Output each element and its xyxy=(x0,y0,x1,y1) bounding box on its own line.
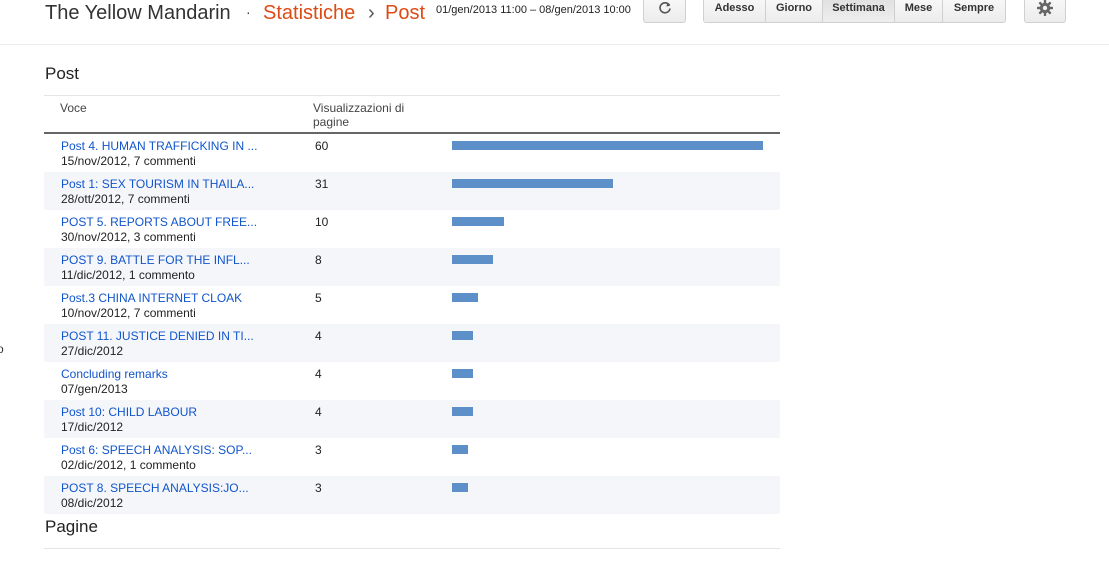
table-header: Voce Visualizzazioni di pagine xyxy=(44,96,780,134)
post-title-link[interactable]: Post 10: CHILD LABOUR xyxy=(61,405,198,419)
pageview-count: 4 xyxy=(315,329,322,343)
settings-button[interactable] xyxy=(1024,0,1066,23)
post-title-link[interactable]: POST 11. JUSTICE DENIED IN TI... xyxy=(61,329,254,343)
refresh-button[interactable] xyxy=(643,0,686,23)
post-stats-table: Voce Visualizzazioni di pagine Post 4. H… xyxy=(44,95,780,514)
post-meta: 15/nov/2012, 7 commenti xyxy=(61,154,196,168)
pageview-count: 5 xyxy=(315,291,322,305)
post-title-link[interactable]: POST 8. SPEECH ANALYSIS:JO... xyxy=(61,481,249,495)
pageview-bar xyxy=(452,369,473,378)
post-meta: 08/dic/2012 xyxy=(61,496,124,510)
table-row: POST 9. BATTLE FOR THE INFL... 11/dic/201… xyxy=(44,248,780,286)
post-meta: 17/dic/2012 xyxy=(61,420,124,434)
pageview-count: 3 xyxy=(315,481,322,495)
period-selector: Adesso Giorno Settimana Mese Sempre xyxy=(703,0,1006,23)
pageview-bar xyxy=(452,141,763,150)
pageview-count: 4 xyxy=(315,367,322,381)
post-title-link[interactable]: Post 1: SEX TOURISM IN THAILA... xyxy=(61,177,255,191)
post-meta: 11/dic/2012, 1 commento xyxy=(61,268,195,282)
pageview-bar xyxy=(452,407,473,416)
pageview-count: 8 xyxy=(315,253,322,267)
pageview-bar xyxy=(452,217,504,226)
period-adesso[interactable]: Adesso xyxy=(704,0,765,22)
table-row: Concluding remarks 07/gen/2013 4 xyxy=(44,362,780,400)
post-meta: 10/nov/2012, 7 commenti xyxy=(61,306,196,320)
refresh-icon xyxy=(658,1,672,20)
pageview-bar xyxy=(452,255,493,264)
table-row: POST 8. SPEECH ANALYSIS:JO... 08/dic/2012… xyxy=(44,476,780,514)
table-row: Post.3 CHINA INTERNET CLOAK 10/nov/2012, … xyxy=(44,286,780,324)
post-meta: 07/gen/2013 xyxy=(61,382,128,396)
pageview-count: 4 xyxy=(315,405,322,419)
post-title-link[interactable]: POST 5. REPORTS ABOUT FREE... xyxy=(61,215,258,229)
post-meta: 27/dic/2012 xyxy=(61,344,124,358)
post-meta: 30/nov/2012, 3 commenti xyxy=(61,230,196,244)
pageview-bar xyxy=(452,331,473,340)
table-row: Post 6: SPEECH ANALYSIS: SOP... 02/dic/20… xyxy=(44,438,780,476)
period-settimana[interactable]: Settimana xyxy=(822,0,894,22)
breadcrumb-chevron: › xyxy=(368,2,375,24)
column-header-voce[interactable]: Voce xyxy=(60,101,87,115)
blog-title[interactable]: The Yellow Mandarin xyxy=(45,2,231,24)
period-giorno[interactable]: Giorno xyxy=(765,0,822,22)
table-body: Post 4. HUMAN TRAFFICKING IN ... 15/nov/2… xyxy=(44,134,780,514)
gear-icon xyxy=(1036,0,1054,22)
post-title-link[interactable]: Concluding remarks xyxy=(61,367,168,381)
post-section-title: Post xyxy=(45,64,80,83)
table-row: Post 4. HUMAN TRAFFICKING IN ... 15/nov/2… xyxy=(44,134,780,172)
title-separator: · xyxy=(246,4,251,20)
post-meta: 02/dic/2012, 1 commento xyxy=(61,458,196,472)
date-range: 01/gen/2013 11:00 – 08/gen/2013 10:00 xyxy=(436,4,631,16)
sidebar-fragment: o xyxy=(0,342,4,356)
post-title-link[interactable]: Post 6: SPEECH ANALYSIS: SOP... xyxy=(61,443,252,457)
pageview-count: 60 xyxy=(315,139,329,153)
period-mese[interactable]: Mese xyxy=(894,0,942,22)
table-row: POST 5. REPORTS ABOUT FREE... 30/nov/2012… xyxy=(44,210,780,248)
table-row: Post 10: CHILD LABOUR 17/dic/2012 4 xyxy=(44,400,780,438)
pageview-bar xyxy=(452,483,468,492)
period-sempre[interactable]: Sempre xyxy=(942,0,1005,22)
pages-section-title: Pagine xyxy=(45,517,98,536)
pageview-bar xyxy=(452,445,468,454)
breadcrumb-statistiche[interactable]: Statistiche xyxy=(263,2,356,24)
pageview-count: 10 xyxy=(315,215,329,229)
pages-divider xyxy=(44,548,780,549)
post-meta: 28/ott/2012, 7 commenti xyxy=(61,192,190,206)
post-title-link[interactable]: POST 9. BATTLE FOR THE INFL... xyxy=(61,253,250,267)
table-row: Post 1: SEX TOURISM IN THAILA... 28/ott/2… xyxy=(44,172,780,210)
pageview-count: 3 xyxy=(315,443,322,457)
pageview-bar xyxy=(452,179,613,188)
top-header: The Yellow Mandarin · Statistiche › Post… xyxy=(0,0,1109,45)
table-row: POST 11. JUSTICE DENIED IN TI... 27/dic/2… xyxy=(44,324,780,362)
post-title-link[interactable]: Post 4. HUMAN TRAFFICKING IN ... xyxy=(61,139,258,153)
column-header-views[interactable]: Visualizzazioni di pagine xyxy=(313,101,405,129)
breadcrumb-post: Post xyxy=(385,2,426,24)
pageview-bar xyxy=(452,293,478,302)
pageview-count: 31 xyxy=(315,177,329,191)
post-title-link[interactable]: Post.3 CHINA INTERNET CLOAK xyxy=(61,291,243,305)
